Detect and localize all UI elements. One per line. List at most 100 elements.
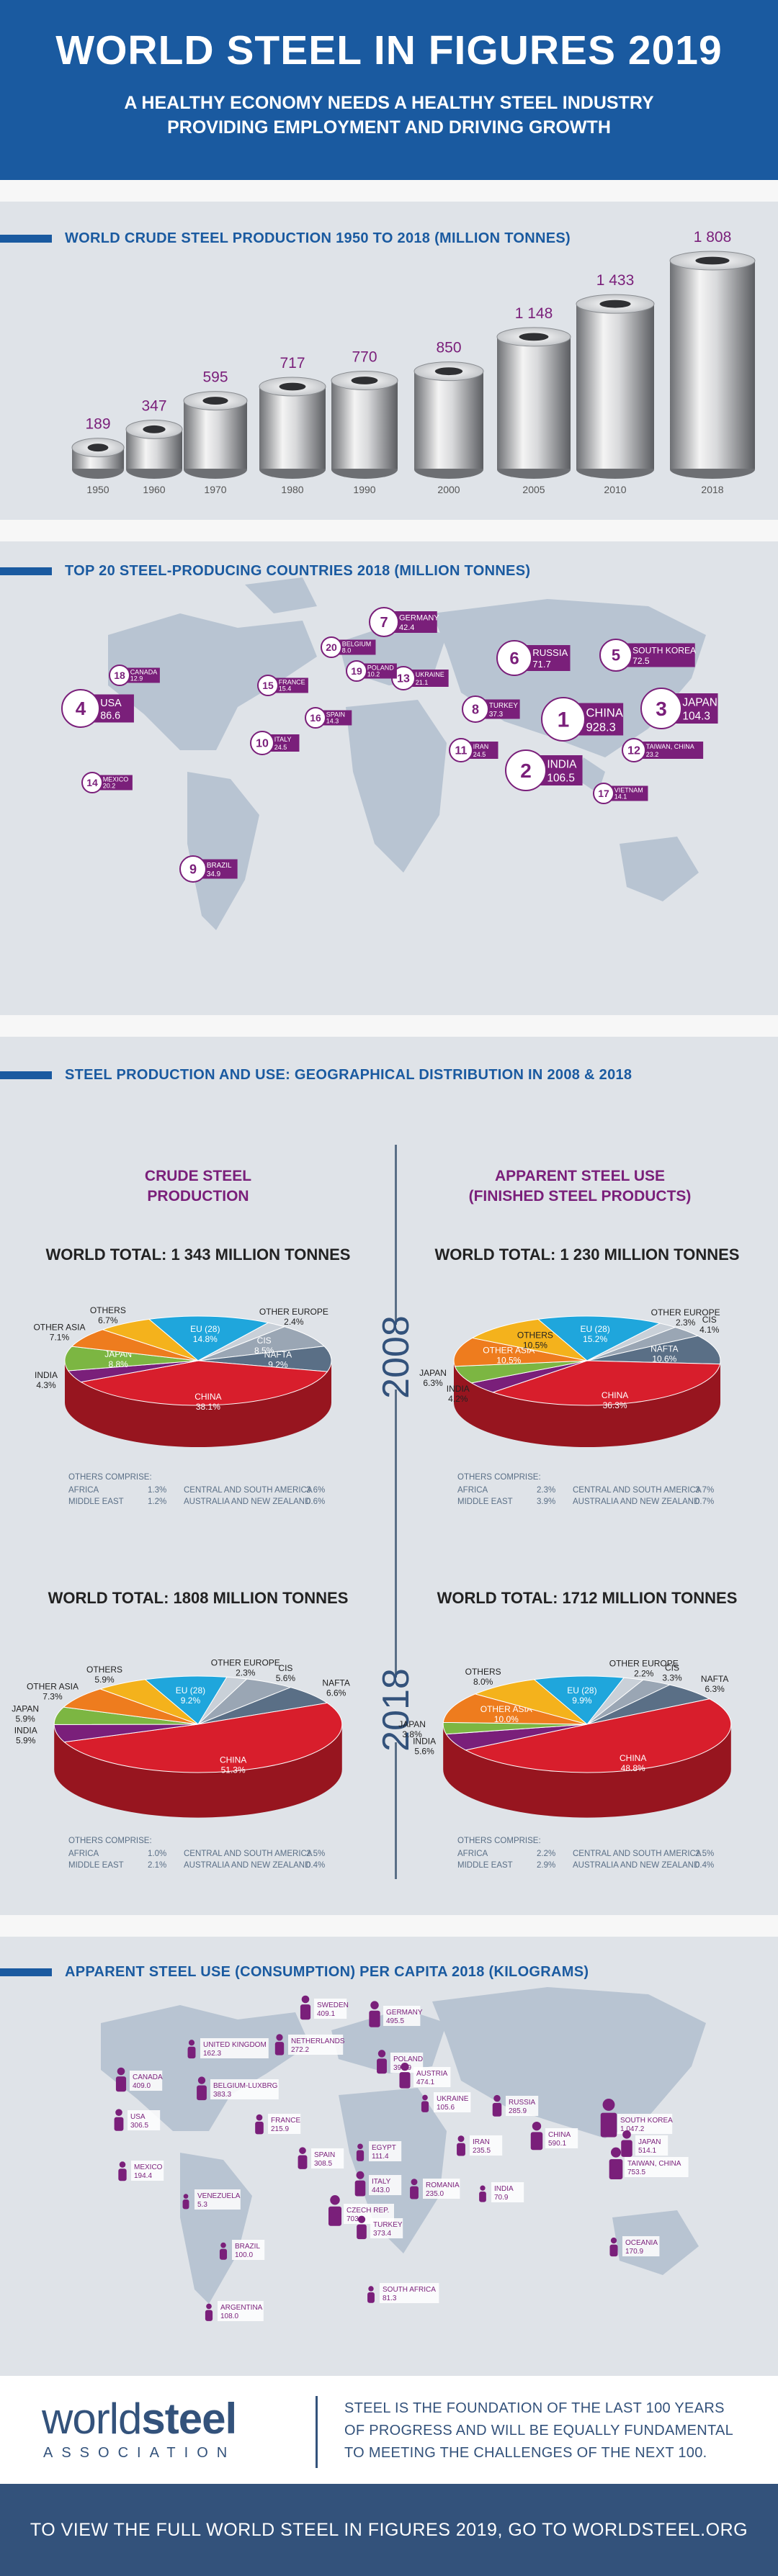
production-bar-2005: 1 148 2005 (496, 305, 571, 495)
person-icon-body (367, 2292, 375, 2303)
spacer (0, 520, 778, 541)
country-name: SPAIN (326, 711, 345, 718)
spacer (0, 1915, 778, 1937)
rank-number: 13 (397, 673, 410, 685)
slice-value: 10.5% (523, 1341, 547, 1351)
rank-number: 6 (509, 649, 519, 668)
person-icon-head (115, 2109, 122, 2116)
per-capita-value: 81.3 (383, 2294, 397, 2302)
per-capita-label-box (288, 2035, 344, 2055)
per-capita-value: 383.3 (213, 2091, 231, 2099)
per-capita-country: EGYPT (372, 2144, 396, 2152)
person-icon-body (421, 2101, 429, 2112)
logo-word-world: world (42, 2395, 142, 2443)
person-icon-head (188, 2040, 195, 2046)
footer-cta-bar[interactable]: TO VIEW THE FULL WORLD STEEL IN FIGURES … (0, 2484, 778, 2576)
person-icon-body (377, 2058, 387, 2074)
others-comprise-label: OTHERS COMPRISE: (68, 1473, 152, 1482)
section-marker (0, 567, 52, 575)
rank-circle (346, 660, 367, 682)
others-value: 3.9% (537, 1498, 555, 1506)
pie-2008-production: WORLD TOTAL: 1 343 MILLION TONNES EU (28)… (33, 1246, 350, 1506)
country-label-box (625, 643, 695, 667)
country-value: 12.9 (130, 675, 143, 683)
per-capita-value: 272.2 (291, 2046, 309, 2054)
others-comprise-label: OTHERS COMPRISE: (68, 1837, 152, 1845)
pie-2008-use: WORLD TOTAL: 1 230 MILLION TONNES EU (28)… (419, 1246, 739, 1506)
bar-hole (351, 377, 378, 384)
per-capita-country: ARGENTINA (220, 2304, 263, 2312)
slice-value: 10.5% (496, 1355, 521, 1365)
slice-shape (63, 1702, 343, 1773)
per-capita-label-box (423, 2179, 460, 2199)
slice-value: 14.8% (193, 1334, 218, 1344)
slice-label: OTHER EUROPE (211, 1657, 280, 1667)
section-heading: STEEL PRODUCTION AND USE: GEOGRAPHICAL D… (65, 1067, 632, 1083)
per-capita-label-box (545, 2128, 578, 2148)
rank-number: 10 (256, 738, 269, 750)
rank-number: 19 (351, 665, 362, 677)
slice-value: 5.6% (414, 1747, 434, 1757)
rank-number: 2 (520, 760, 532, 782)
slice-value: 9.2% (181, 1695, 201, 1706)
section-title-per-capita: APPARENT STEEL USE (CONSUMPTION) PER CAP… (0, 1964, 589, 1981)
country-name: CANADA (130, 668, 158, 675)
bar-year-label: 2018 (701, 484, 723, 495)
others-value: 3.6% (306, 1486, 325, 1495)
person-icon-head (622, 2130, 631, 2139)
country-value: 15.4 (279, 685, 292, 693)
per-capita-label-box (413, 2067, 451, 2087)
per-capita-value: 105.6 (437, 2104, 455, 2112)
slice-label: CHINA (194, 1392, 221, 1402)
others-value: 0.4% (695, 1861, 714, 1870)
person-icon-head (299, 2147, 306, 2154)
per-capita-label-box (380, 2283, 439, 2303)
per-capita-label-box (383, 2006, 421, 2026)
per-capita-value: 170.9 (625, 2248, 643, 2256)
country-name: VIETNAM (614, 786, 643, 793)
per-capita-country: JAPAN (638, 2138, 661, 2146)
section-title-distribution: STEEL PRODUCTION AND USE: GEOGRAPHICAL D… (0, 1067, 632, 1084)
slice-value: 5.9% (16, 1736, 36, 1746)
rank-circle (109, 665, 130, 686)
pie-world-total: WORLD TOTAL: 1712 MILLION TONNES (437, 1589, 738, 1607)
slice-value: 5.9% (94, 1675, 115, 1685)
per-capita-label-box (491, 2182, 524, 2202)
per-capita-value: 495.5 (386, 2017, 404, 2025)
per-capita-label-box (434, 2092, 471, 2112)
person-icon-head (220, 2242, 226, 2248)
slice-shape (491, 1360, 721, 1406)
slice-value: 15.2% (583, 1334, 607, 1344)
year-badge-2008: 2008 (360, 1315, 432, 1399)
country-value: 23.2 (646, 751, 659, 758)
others-value: 0.4% (306, 1861, 325, 1870)
person-icon-body (621, 2140, 632, 2157)
others-value: 2.5% (306, 1850, 325, 1858)
slice-shape (64, 1346, 199, 1372)
bar-value-label: 850 (436, 340, 461, 356)
country-value: 24.5 (473, 751, 486, 758)
person-icon-head (117, 2067, 125, 2076)
per-capita-country: ITALY (372, 2178, 391, 2186)
slice-value: 6.3% (705, 1684, 725, 1694)
country-value: 20.2 (103, 783, 116, 790)
person-icon-head (610, 2237, 617, 2244)
person-icon-head (276, 2034, 283, 2041)
per-capita-value: 235.5 (473, 2147, 491, 2155)
per-capita-value: 215.9 (271, 2125, 289, 2133)
per-capita-value: 373.4 (373, 2230, 391, 2238)
footer-cta-link[interactable]: TO VIEW THE FULL WORLD STEEL IN FIGURES … (30, 2519, 748, 2540)
